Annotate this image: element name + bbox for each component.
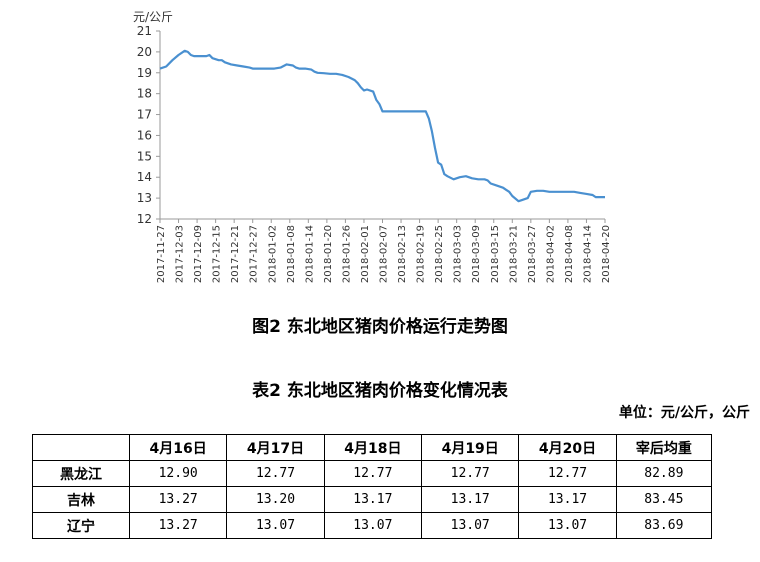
table-cell: 13.17	[323, 486, 423, 513]
y-tick-label: 16	[137, 128, 152, 142]
price-series-line	[159, 49, 605, 203]
unit-note: 单位：元/公斤，公斤	[618, 405, 750, 421]
table-cell: 13.27	[128, 486, 228, 513]
x-tick-label: 2018-02-07	[379, 225, 390, 283]
header-apr17: 4月17日	[226, 434, 325, 461]
x-tick-label: 2018-02-13	[397, 225, 408, 283]
header-apr20: 4月20日	[518, 434, 617, 461]
figure-caption: 图2 东北地区猪肉价格运行走势图	[252, 317, 508, 337]
table-cell: 13.20	[226, 486, 325, 513]
table-header-row: 4月16日 4月17日 4月18日 4月19日 4月20日 宰后均重	[32, 434, 713, 461]
table-cell: 13.07	[421, 512, 520, 539]
header-avg-weight: 宰后均重	[615, 434, 713, 461]
table-cell: 13.07	[226, 512, 325, 539]
header-apr16: 4月16日	[128, 434, 228, 461]
y-tick-label: 15	[137, 149, 152, 163]
x-tick-label: 2018-03-27	[527, 225, 538, 283]
table-caption: 表2 东北地区猪肉价格变化情况表	[252, 381, 508, 401]
y-tick-label: 12	[137, 212, 152, 226]
x-tick-label: 2017-12-03	[175, 225, 186, 283]
x-tick-label: 2017-12-27	[249, 225, 260, 283]
row-label-liaoning: 辽宁	[32, 512, 130, 539]
x-tick-label: 2018-04-02	[545, 225, 556, 283]
table-cell: 82.89	[615, 460, 713, 487]
table-cell: 13.27	[128, 512, 228, 539]
x-tick-label: 2017-12-09	[193, 225, 204, 283]
table-cell: 12.90	[128, 460, 228, 487]
x-tick-label: 2018-03-03	[453, 225, 464, 283]
table-cell: 13.07	[323, 512, 423, 539]
price-trend-chart: 元/公斤 12 13 14 15 16 17 18 19 20 21 2017-11-27 2017-1…	[133, 10, 612, 283]
x-tick-label: 2018-03-15	[490, 225, 501, 283]
x-tick-label: 2018-01-08	[286, 225, 297, 283]
table-cell: 83.69	[615, 512, 713, 539]
x-tick-label: 2018-02-19	[416, 225, 427, 283]
x-tick-label: 2017-12-15	[212, 225, 223, 283]
x-tick-label: 2018-04-08	[564, 225, 575, 283]
y-tick-label: 14	[137, 170, 152, 184]
x-tick-label: 2018-02-01	[360, 225, 371, 283]
table-row: 黑龙江 12.90 12.77 12.77 12.77 12.77 82.89	[32, 460, 713, 487]
table-cell: 83.45	[615, 486, 713, 513]
y-tick-label: 19	[137, 66, 152, 80]
x-tick-label: 2018-03-21	[508, 225, 519, 283]
x-tick-label: 2017-12-21	[230, 225, 241, 283]
x-tick-label: 2018-04-20	[601, 225, 612, 283]
table-cell: 13.07	[518, 512, 617, 539]
price-table: 4月16日 4月17日 4月18日 4月19日 4月20日 宰后均重 黑龙江 1…	[32, 434, 713, 539]
x-tick-label: 2018-03-09	[471, 225, 482, 283]
header-apr18: 4月18日	[323, 434, 423, 461]
table-cell: 12.77	[323, 460, 423, 487]
table-row: 吉林 13.27 13.20 13.17 13.17 13.17 83.45	[32, 486, 713, 513]
header-apr19: 4月19日	[421, 434, 520, 461]
x-tick-label: 2018-04-14	[582, 225, 593, 283]
row-label-jilin: 吉林	[32, 486, 130, 513]
table-cell: 13.17	[421, 486, 520, 513]
x-tick-label: 2018-01-26	[341, 225, 352, 283]
y-tick-label: 21	[137, 24, 152, 38]
y-tick-label: 17	[137, 108, 152, 122]
x-tick-label: 2017-11-27	[156, 225, 167, 283]
y-tick-label: 13	[137, 191, 152, 205]
header-corner	[32, 434, 130, 461]
y-unit-label: 元/公斤	[133, 10, 173, 24]
row-label-heilongjiang: 黑龙江	[32, 460, 130, 487]
x-tick-label: 2018-01-02	[267, 225, 278, 283]
table-cell: 12.77	[518, 460, 617, 487]
table-row: 辽宁 13.27 13.07 13.07 13.07 13.07 83.69	[32, 512, 713, 539]
y-tick-label: 18	[137, 87, 152, 101]
table-cell: 12.77	[226, 460, 325, 487]
table-cell: 12.77	[421, 460, 520, 487]
x-tick-label: 2018-01-20	[323, 225, 334, 283]
x-tick-label: 2018-02-25	[434, 225, 445, 283]
table-cell: 13.17	[518, 486, 617, 513]
y-tick-label: 20	[137, 45, 152, 59]
x-tick-label: 2018-01-14	[304, 225, 315, 283]
